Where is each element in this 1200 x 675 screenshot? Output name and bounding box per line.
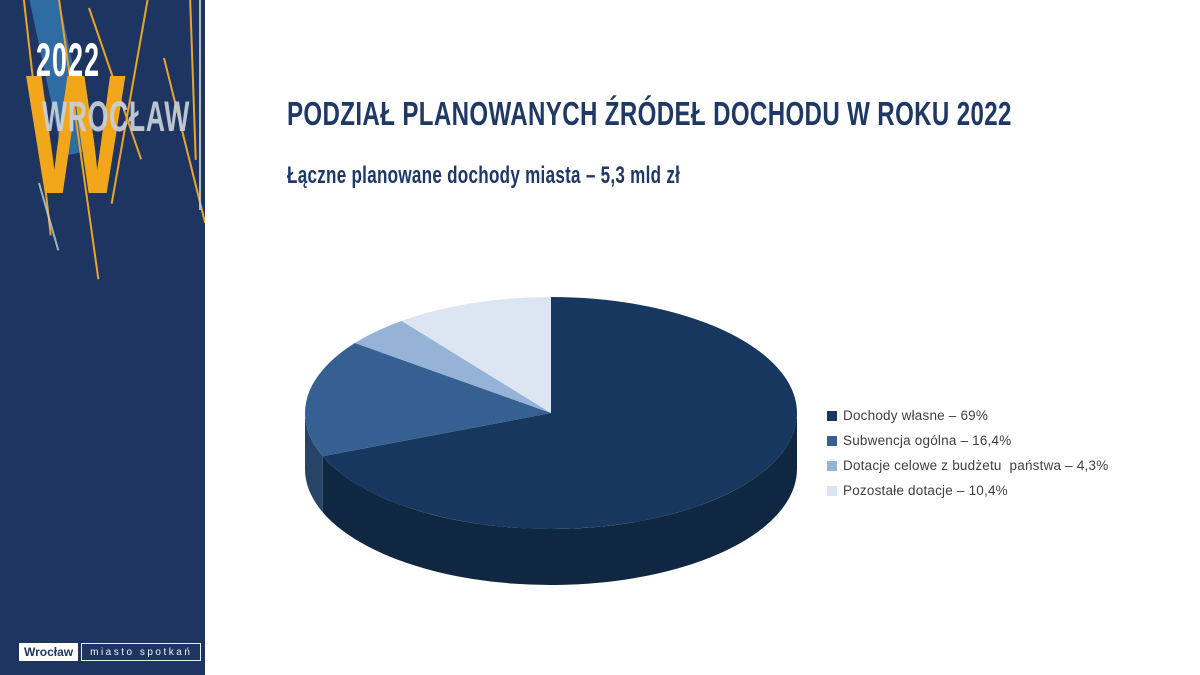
wroclaw-w-logo: W <box>26 40 126 230</box>
slide-subtitle: Łączne planowane dochody miasta – 5,3 ml… <box>287 162 681 189</box>
legend-label: Dochody własne – 69% <box>843 408 989 423</box>
sidebar-year: 2022 <box>36 33 101 86</box>
legend-swatch <box>827 435 837 446</box>
legend-item: Dotacje celowe z budżetu państwa – 4,3% <box>827 453 1108 478</box>
pie-chart <box>305 297 798 585</box>
legend-label: Subwencja ogólna – 16,4% <box>843 433 1012 448</box>
decor-line <box>199 0 201 210</box>
sidebar-city: WROCŁAW <box>42 93 190 141</box>
legend-swatch <box>827 485 837 496</box>
sidebar: W 2022 WROCŁAW Wrocław miasto spotkań <box>0 0 205 675</box>
legend-item: Dochody własne – 69% <box>827 403 1108 428</box>
logo-secondary-text: miasto spotkań <box>81 643 202 661</box>
legend-item: Pozostałe dotacje – 10,4% <box>827 478 1108 503</box>
slide-title: PODZIAŁ PLANOWANYCH ŹRÓDEŁ DOCHODU W ROK… <box>287 95 1012 132</box>
wroclaw-miasto-spotkan-logo: Wrocław miasto spotkań <box>19 643 202 661</box>
legend-swatch <box>827 460 837 471</box>
legend-label: Dotacje celowe z budżetu państwa – 4,3% <box>843 458 1109 473</box>
logo-primary-text: Wrocław <box>19 643 79 661</box>
decor-line <box>189 0 197 160</box>
chart-legend: Dochody własne – 69% Subwencja ogólna – … <box>827 403 1108 503</box>
legend-swatch <box>827 410 837 421</box>
legend-label: Pozostałe dotacje – 10,4% <box>843 483 1008 498</box>
legend-item: Subwencja ogólna – 16,4% <box>827 428 1108 453</box>
